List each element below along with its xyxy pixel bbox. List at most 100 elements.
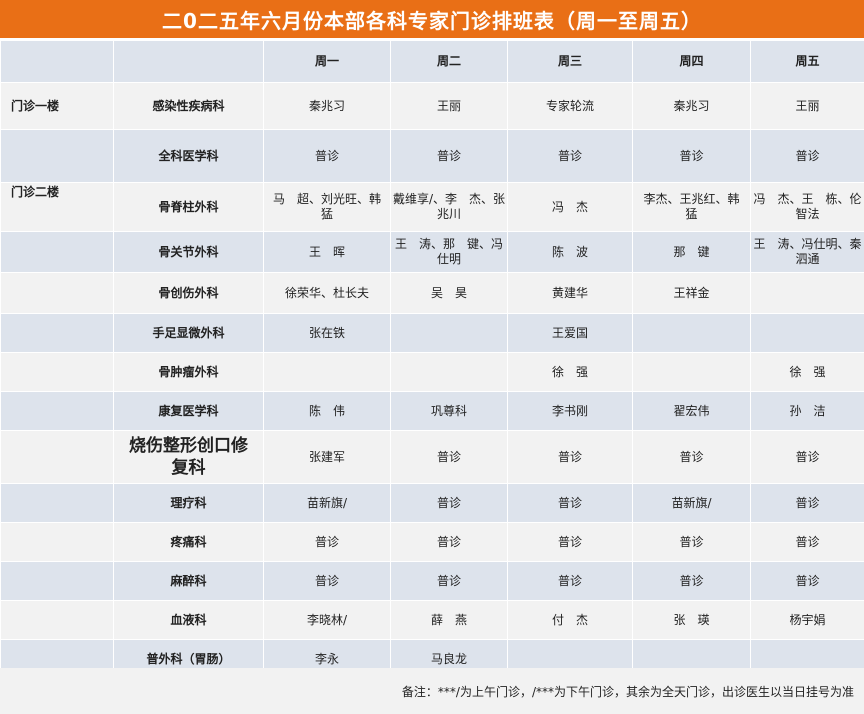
floor-label: 门诊二楼 [0, 182, 114, 232]
schedule-cell: 普诊 [632, 430, 751, 484]
schedule-cell: 徐 强 [750, 352, 864, 392]
schedule-cell: 马 超、刘光旺、韩 猛 [263, 182, 393, 232]
floor-cell [0, 600, 114, 640]
schedule-cell: 王爱国 [507, 313, 633, 353]
schedule-table: 周一 周二 周三 周四 周五 门诊一楼 感染性疾病科 秦兆习 王丽 专家轮流 秦… [0, 40, 864, 679]
table-row: 血液科 李晓林/ 薛 燕 付 杰 张 瑛 杨宇娟 [0, 600, 864, 640]
day-header: 周二 [390, 40, 508, 83]
schedule-cell: 普诊 [750, 430, 864, 484]
schedule-cell: 杨宇娟 [750, 600, 864, 640]
schedule-cell: 王祥金 [632, 272, 751, 314]
department-name: 烧伤整形创口修复科 [113, 430, 264, 484]
table-row: 疼痛科 普诊 普诊 普诊 普诊 普诊 [0, 522, 864, 562]
department-name: 全科医学科 [113, 129, 264, 183]
schedule-cell: 徐荣华、杜长夫 [263, 272, 391, 314]
schedule-cell: 陈 伟 [263, 391, 391, 431]
schedule-cell: 王 晖 [263, 231, 391, 273]
schedule-cell: 张在铁 [263, 313, 391, 353]
floor-cell [0, 483, 114, 523]
floor-cell [0, 313, 114, 353]
schedule-cell: 普诊 [507, 561, 633, 601]
schedule-cell: 徐 强 [507, 352, 633, 392]
schedule-cell: 苗新旗/ [263, 483, 391, 523]
header-row: 周一 周二 周三 周四 周五 [0, 40, 864, 83]
schedule-cell [390, 352, 508, 392]
day-header: 周四 [632, 40, 751, 83]
schedule-cell: 普诊 [263, 129, 391, 183]
schedule-cell: 李杰、王兆红、韩 猛 [632, 182, 752, 232]
schedule-cell: 冯 杰、王 栋、伦智法 [750, 182, 864, 232]
schedule-cell [750, 272, 864, 314]
table-row: 麻醉科 普诊 普诊 普诊 普诊 普诊 [0, 561, 864, 601]
schedule-cell [390, 313, 508, 353]
schedule-cell: 戴维享/、李 杰、张兆川 [390, 182, 508, 232]
table-row: 门诊二楼 骨脊柱外科 马 超、刘光旺、韩 猛 戴维享/、李 杰、张兆川 冯 杰 … [0, 182, 864, 232]
schedule-cell: 付 杰 [507, 600, 633, 640]
department-name: 手足显微外科 [113, 313, 264, 353]
table-row: 骨创伤外科 徐荣华、杜长夫 吴 昊 黄建华 王祥金 [0, 272, 864, 314]
schedule-cell: 吴 昊 [390, 272, 508, 314]
schedule-cell: 普诊 [507, 129, 633, 183]
schedule-cell: 王丽 [750, 82, 864, 130]
floor-cell [0, 430, 114, 484]
schedule-cell: 普诊 [390, 561, 508, 601]
schedule-cell: 李书刚 [507, 391, 633, 431]
day-header: 周一 [263, 40, 391, 83]
corner-cell [113, 40, 264, 83]
page-title: 二0二五年六月份本部各科专家门诊排班表（周一至周五） [0, 0, 864, 38]
schedule-cell: 普诊 [750, 561, 864, 601]
schedule-cell: 普诊 [390, 430, 508, 484]
department-name: 感染性疾病科 [113, 82, 264, 130]
schedule-cell: 王 涛、冯仕明、秦泗通 [750, 231, 864, 273]
schedule-cell [632, 352, 751, 392]
schedule-cell: 薛 燕 [390, 600, 508, 640]
schedule-cell: 孙 洁 [750, 391, 864, 431]
schedule-cell: 张 瑛 [632, 600, 751, 640]
floor-cell [0, 272, 114, 314]
table-row: 手足显微外科 张在铁 王爱国 [0, 313, 864, 353]
day-header: 周三 [507, 40, 633, 83]
department-name: 理疗科 [113, 483, 264, 523]
schedule-cell: 普诊 [263, 561, 391, 601]
footnote: 备注：***/为上午门诊，/***为下午门诊，其余为全天门诊，出诊医生以当日挂号… [0, 668, 864, 714]
table-row: 康复医学科 陈 伟 巩尊科 李书刚 翟宏伟 孙 洁 [0, 391, 864, 431]
department-name: 骨关节外科 [113, 231, 264, 273]
schedule-cell: 秦兆习 [263, 82, 391, 130]
schedule-cell: 普诊 [390, 129, 508, 183]
schedule-cell: 陈 波 [507, 231, 633, 273]
schedule-cell: 那 键 [632, 231, 751, 273]
schedule-cell: 李晓林/ [263, 600, 391, 640]
table-row: 骨肿瘤外科 徐 强 徐 强 [0, 352, 864, 392]
schedule-cell: 翟宏伟 [632, 391, 751, 431]
day-header: 周五 [750, 40, 864, 83]
schedule-cell [263, 352, 391, 392]
floor-cell [0, 129, 114, 183]
department-name: 麻醉科 [113, 561, 264, 601]
department-name: 血液科 [113, 600, 264, 640]
schedule-cell: 普诊 [390, 483, 508, 523]
schedule-cell: 专家轮流 [507, 82, 633, 130]
schedule-cell: 张建军 [263, 430, 391, 484]
floor-cell [0, 231, 114, 273]
floor-cell [0, 522, 114, 562]
table-row: 烧伤整形创口修复科 张建军 普诊 普诊 普诊 普诊 [0, 430, 864, 484]
floor-label: 门诊一楼 [0, 82, 114, 130]
schedule-cell: 王丽 [390, 82, 508, 130]
schedule-cell [632, 313, 751, 353]
schedule-cell: 普诊 [263, 522, 391, 562]
schedule-cell: 普诊 [507, 522, 633, 562]
schedule-cell: 黄建华 [507, 272, 633, 314]
schedule-cell: 普诊 [632, 522, 751, 562]
schedule-cell: 巩尊科 [390, 391, 508, 431]
schedule-cell: 普诊 [507, 430, 633, 484]
table-row: 全科医学科 普诊 普诊 普诊 普诊 普诊 [0, 129, 864, 183]
department-name: 骨创伤外科 [113, 272, 264, 314]
department-name: 骨脊柱外科 [113, 182, 264, 232]
schedule-cell: 冯 杰 [507, 182, 633, 232]
floor-cell [0, 352, 114, 392]
schedule-cell: 苗新旗/ [632, 483, 751, 523]
department-name: 骨肿瘤外科 [113, 352, 264, 392]
schedule-cell: 普诊 [750, 483, 864, 523]
corner-cell [0, 40, 114, 83]
